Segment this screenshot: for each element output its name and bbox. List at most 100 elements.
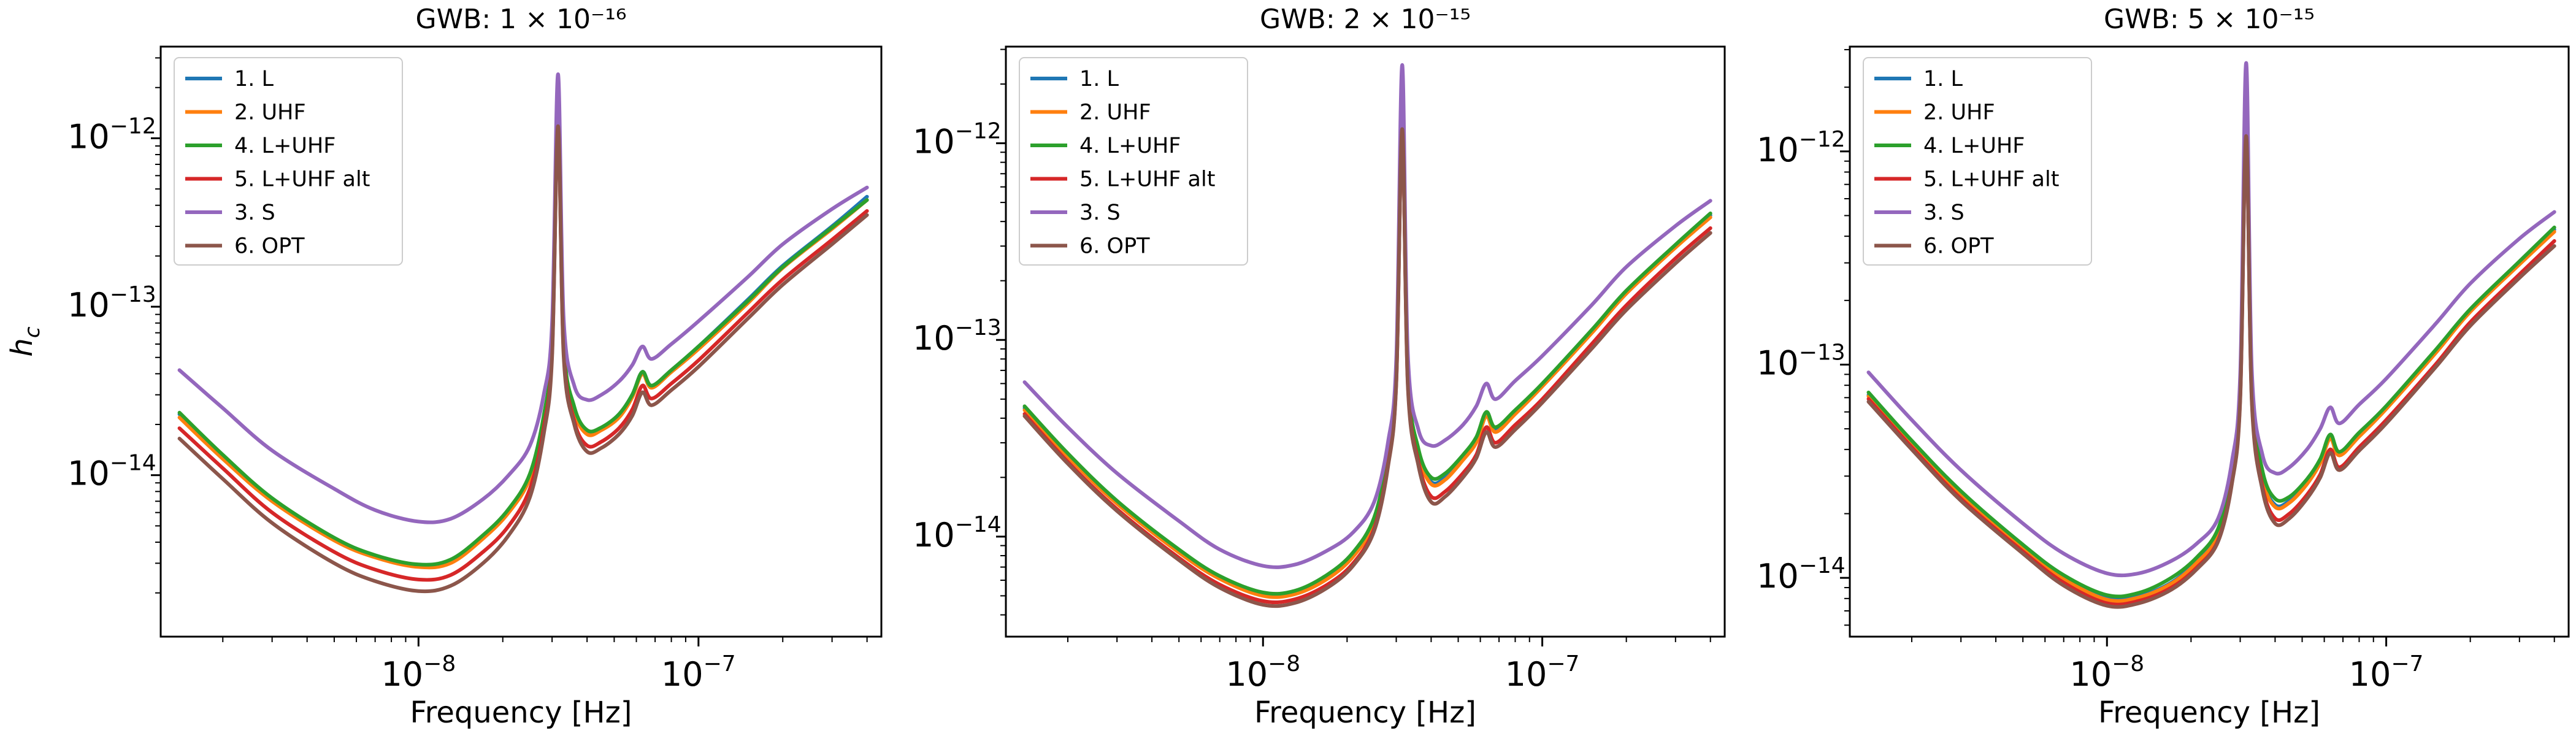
x-tick-label: 10−7 bbox=[2349, 651, 2424, 694]
x-tick-label: 10−8 bbox=[2069, 651, 2144, 694]
legend-label-2: 2. UHF bbox=[234, 101, 306, 125]
series-line-5 bbox=[1022, 63, 1712, 569]
y-tick-label: 10−12 bbox=[67, 113, 156, 156]
x-tick-exponent: −8 bbox=[1268, 651, 1300, 677]
y-tick-base: 10 bbox=[1757, 557, 1799, 596]
y-tick-exponent: −13 bbox=[955, 315, 1002, 340]
y-tick-base: 10 bbox=[1757, 131, 1799, 169]
legend-box bbox=[174, 57, 403, 266]
y-tick-label: 10−12 bbox=[1757, 127, 1846, 169]
x-tick-base: 10 bbox=[1505, 655, 1547, 694]
y-tick-base: 10 bbox=[913, 516, 955, 554]
y-tick-base: 10 bbox=[1757, 343, 1799, 382]
legend-label-5: 3. S bbox=[234, 201, 275, 225]
series-group bbox=[177, 72, 869, 594]
y-tick-label: 10−14 bbox=[67, 451, 156, 493]
legend-label-3: 4. L+UHF bbox=[234, 134, 335, 158]
legend-label-6: 6. OPT bbox=[1079, 234, 1150, 259]
x-tick-base: 10 bbox=[2349, 655, 2391, 694]
legend-label-3: 4. L+UHF bbox=[1079, 134, 1181, 158]
y-tick-label: 10−13 bbox=[913, 315, 1002, 358]
series-group bbox=[1866, 61, 2556, 609]
x-tick-exponent: −7 bbox=[703, 651, 736, 677]
y-tick-exponent: −14 bbox=[110, 451, 156, 476]
x-axis-label: Frequency [Hz] bbox=[2098, 696, 2320, 730]
y-tick-label: 10−13 bbox=[1757, 340, 1846, 382]
chart-title: GWB: 1 × 10⁻¹⁶ bbox=[416, 4, 627, 35]
y-tick-base: 10 bbox=[913, 123, 955, 161]
chart-title-value: 1 × 10⁻¹⁶ bbox=[499, 4, 626, 35]
x-tick-exponent: −7 bbox=[2391, 651, 2423, 677]
x-tick-base: 10 bbox=[1225, 655, 1268, 694]
legend-label-2: 2. UHF bbox=[1079, 101, 1151, 125]
legend-label-5: 3. S bbox=[1923, 201, 1965, 225]
y-tick-label: 10−13 bbox=[67, 282, 156, 324]
legend-label-4: 5. L+UHF alt bbox=[1923, 167, 2059, 192]
x-tick-label: 10−7 bbox=[661, 651, 736, 694]
y-tick-base: 10 bbox=[67, 117, 110, 156]
y-tick-exponent: −13 bbox=[110, 282, 156, 307]
x-axis-label: Frequency [Hz] bbox=[1254, 696, 1476, 730]
y-tick-base: 10 bbox=[67, 454, 110, 493]
chart-title-prefix: GWB: bbox=[416, 4, 500, 35]
series-line-6 bbox=[1022, 127, 1712, 608]
legend-label-6: 6. OPT bbox=[1923, 234, 1994, 259]
chart-title-value: 2 × 10⁻¹⁵ bbox=[1344, 4, 1471, 35]
y-tick-exponent: −14 bbox=[955, 512, 1002, 537]
legend-label-5: 3. S bbox=[1079, 201, 1121, 225]
axes-frame bbox=[1005, 45, 1726, 638]
legend-label-4: 5. L+UHF alt bbox=[234, 167, 370, 192]
x-tick-label: 10−8 bbox=[1225, 651, 1300, 694]
x-axis-label: Frequency [Hz] bbox=[410, 696, 632, 730]
legend-label-6: 6. OPT bbox=[234, 234, 305, 259]
y-tick-exponent: −12 bbox=[110, 113, 156, 139]
series-line-6 bbox=[177, 124, 869, 594]
x-tick-label: 10−7 bbox=[1505, 651, 1580, 694]
legend-label-1: 1. L bbox=[1079, 67, 1119, 91]
x-tick-exponent: −8 bbox=[423, 651, 456, 677]
legend-box bbox=[1019, 57, 1248, 266]
y-axis-label-subscript: c bbox=[20, 326, 45, 338]
x-tick-exponent: −8 bbox=[2112, 651, 2144, 677]
axes-frame bbox=[159, 45, 883, 638]
y-tick-exponent: −14 bbox=[1799, 553, 1846, 578]
series-line-5 bbox=[177, 72, 869, 524]
legend-label-3: 4. L+UHF bbox=[1923, 134, 2025, 158]
series-line-5 bbox=[1866, 61, 2556, 578]
legend-label-1: 1. L bbox=[234, 67, 274, 91]
chart-title: GWB: 2 × 10⁻¹⁵ bbox=[1260, 4, 1471, 35]
y-tick-exponent: −12 bbox=[955, 119, 1002, 144]
legend: 1. L 2. UHF 4. L+UHF 5. L+UHF alt 3. S 6. OPT bbox=[1019, 57, 1248, 266]
x-tick-base: 10 bbox=[661, 655, 703, 694]
chart-title-value: 5 × 10⁻¹⁵ bbox=[2188, 4, 2315, 35]
x-tick-base: 10 bbox=[381, 655, 423, 694]
y-tick-label: 10−14 bbox=[1757, 553, 1846, 596]
legend-label-1: 1. L bbox=[1923, 67, 1963, 91]
y-tick-exponent: −13 bbox=[1799, 340, 1846, 365]
y-tick-exponent: −12 bbox=[1799, 127, 1846, 152]
y-tick-base: 10 bbox=[913, 319, 955, 358]
series-line-6 bbox=[1866, 134, 2556, 609]
y-tick-label: 10−14 bbox=[913, 512, 1002, 554]
y-tick-label: 10−12 bbox=[913, 119, 1002, 161]
x-tick-label: 10−8 bbox=[381, 651, 456, 694]
x-tick-exponent: −7 bbox=[1547, 651, 1579, 677]
chart-title-prefix: GWB: bbox=[1260, 4, 1344, 35]
legend-label-4: 5. L+UHF alt bbox=[1079, 167, 1215, 192]
y-axis-label: hc bbox=[5, 326, 45, 356]
legend: 1. L 2. UHF 4. L+UHF 5. L+UHF alt 3. S 6. OPT bbox=[1863, 57, 2092, 266]
axes-frame bbox=[1849, 45, 2570, 638]
legend: 1. L 2. UHF 4. L+UHF 5. L+UHF alt 3. S 6. OPT bbox=[174, 57, 403, 266]
x-tick-base: 10 bbox=[2069, 655, 2112, 694]
chart-title: GWB: 5 × 10⁻¹⁵ bbox=[2104, 4, 2315, 35]
chart-title-prefix: GWB: bbox=[2104, 4, 2188, 35]
series-group bbox=[1022, 63, 1712, 608]
legend-label-2: 2. UHF bbox=[1923, 101, 1995, 125]
y-axis-label-base: h bbox=[5, 338, 39, 356]
legend-box bbox=[1863, 57, 2092, 266]
y-tick-base: 10 bbox=[67, 286, 110, 324]
